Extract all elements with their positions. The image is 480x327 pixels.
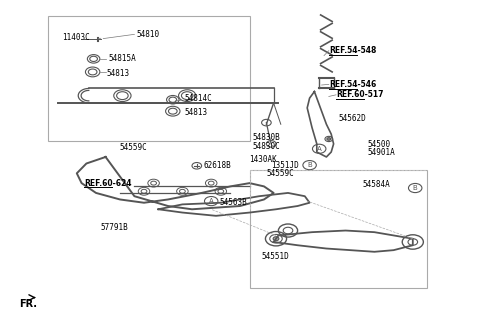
Text: REF.60-517: REF.60-517: [336, 90, 384, 99]
Text: 54813: 54813: [107, 69, 130, 78]
Text: REF.54-548: REF.54-548: [329, 46, 376, 55]
Circle shape: [408, 183, 422, 193]
Text: A: A: [317, 146, 322, 152]
Text: B: B: [413, 185, 418, 191]
Text: A: A: [209, 198, 214, 204]
Text: 54562D: 54562D: [338, 114, 366, 123]
Text: 62618B: 62618B: [204, 161, 232, 170]
Circle shape: [273, 237, 279, 241]
Text: 11403C: 11403C: [62, 33, 90, 42]
Text: REF.54-546: REF.54-546: [329, 80, 376, 89]
Text: 54813: 54813: [185, 108, 208, 117]
Text: 54815A: 54815A: [108, 54, 136, 63]
Text: 54814C: 54814C: [185, 94, 213, 103]
Circle shape: [327, 138, 331, 140]
Text: 54563B: 54563B: [220, 198, 248, 207]
Text: 54551D: 54551D: [262, 252, 289, 261]
Text: 1351JD: 1351JD: [271, 161, 299, 170]
Bar: [48, 16, 250, 141]
Text: 57791B: 57791B: [101, 223, 129, 232]
Text: FR.: FR.: [19, 299, 37, 309]
Text: 54584A: 54584A: [362, 180, 390, 189]
Text: 54830C: 54830C: [252, 142, 280, 151]
Text: 1430AK: 1430AK: [249, 155, 276, 164]
Circle shape: [312, 144, 326, 153]
Text: REF.60-624: REF.60-624: [84, 179, 132, 188]
Bar: [250, 170, 427, 288]
Text: 54559C: 54559C: [266, 169, 294, 179]
Text: 54810: 54810: [137, 30, 160, 39]
Text: B: B: [307, 162, 312, 168]
Text: 54559C: 54559C: [119, 143, 147, 152]
Text: 54830B: 54830B: [252, 133, 280, 143]
Circle shape: [204, 197, 218, 206]
Circle shape: [303, 161, 316, 170]
Text: 54901A: 54901A: [367, 147, 395, 157]
Text: 54500: 54500: [367, 140, 390, 149]
